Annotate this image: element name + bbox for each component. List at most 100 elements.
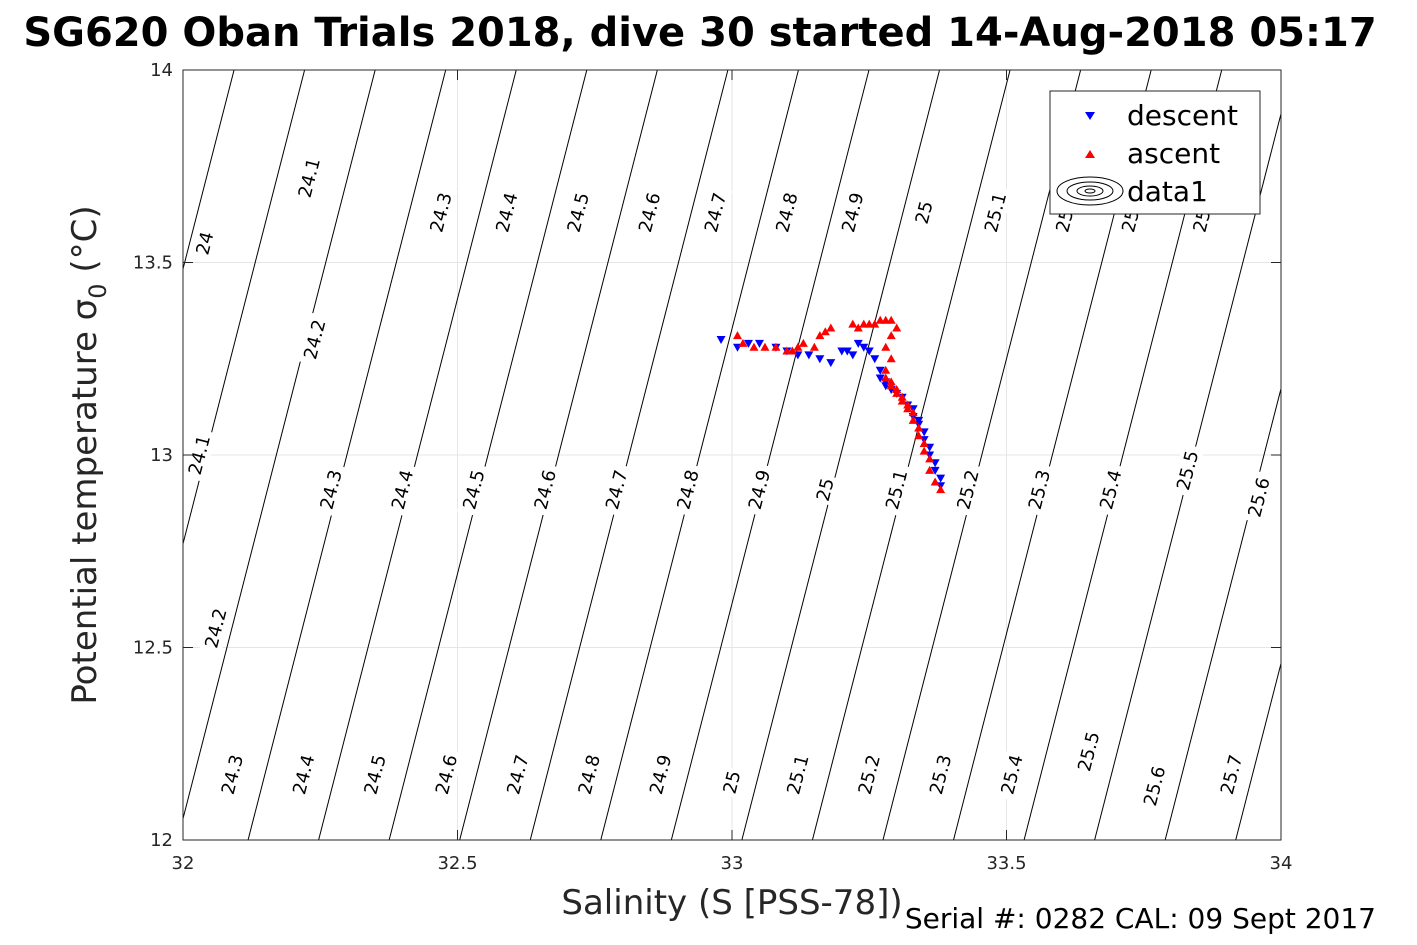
descent-point [743, 339, 753, 348]
contour-label-bg [717, 765, 747, 799]
ascent-point [853, 323, 863, 332]
descent-point [859, 343, 869, 352]
contour-label: 25.3 [1022, 462, 1057, 517]
ascent-point [919, 446, 929, 455]
svg-text:Potential temperature σ0 (°C): Potential temperature σ0 (°C) [65, 205, 112, 704]
ascent-point [881, 342, 891, 351]
contour-label-bg [501, 747, 535, 802]
contour-label-bg [297, 312, 332, 367]
contour-label-bg [835, 185, 870, 240]
y-tick-label: 12.5 [133, 638, 173, 659]
contour-label-bg [1071, 724, 1106, 779]
contour-label-bg [424, 185, 458, 240]
x-tick-label: 33.5 [986, 853, 1026, 874]
contour-label-bg [182, 428, 217, 482]
ascent-point [925, 465, 935, 474]
contour-label-bg [879, 462, 914, 517]
legend-contour-icon [1056, 176, 1124, 206]
legend: descent ascent data1 [1049, 90, 1261, 215]
ascent-point [815, 331, 825, 340]
contour-label-bg [215, 747, 250, 802]
descent-point [815, 355, 825, 364]
ascent-point [793, 342, 803, 351]
ascent-point [936, 485, 946, 494]
legend-ascent-label: ascent [1127, 137, 1220, 170]
contour-label-bg [770, 185, 804, 240]
descent-point [848, 351, 858, 360]
contour-label-bg [358, 747, 393, 802]
ascent-point [749, 342, 759, 351]
contour-label-bg [1093, 462, 1128, 517]
density-contour-line [459, 70, 658, 840]
ascent-point [892, 385, 902, 394]
density-contour-line [183, 70, 235, 271]
contour-label-bg [1137, 759, 1172, 814]
contour-label-bg [781, 747, 815, 802]
legend-box [1049, 90, 1261, 215]
descent-point [754, 339, 764, 348]
ascent-point [881, 373, 891, 382]
x-tick-label: 34 [1270, 853, 1293, 874]
descent-point [842, 347, 852, 356]
contour-label-bg [698, 185, 733, 240]
contour-label-bg [923, 747, 958, 802]
density-contour-line [247, 70, 447, 840]
contour-label-bg [852, 747, 887, 802]
density-contour-line [318, 70, 517, 840]
descent-point [853, 339, 863, 348]
descent-point [864, 347, 874, 356]
contour-label-bg [1242, 470, 1276, 525]
contour-label-bg [643, 747, 678, 802]
ascent-point [782, 346, 792, 355]
ascent-point [886, 354, 896, 363]
contour-label-bg [457, 462, 491, 517]
ascent-point [771, 342, 781, 351]
ascent-point [798, 338, 808, 347]
density-contour-line [1164, 386, 1281, 840]
x-tick-label: 33 [721, 853, 744, 874]
contour-label-bg [811, 473, 840, 506]
contour-label-bg [286, 747, 321, 802]
ascent-point [809, 342, 819, 351]
density-contour-line [882, 70, 1082, 840]
density-contour-line [183, 70, 376, 821]
ascent-point [914, 423, 924, 432]
y-tick-label: 14 [150, 60, 173, 81]
contour-label: 24.8 [770, 185, 804, 240]
ascent-point [875, 315, 885, 324]
descent-point [826, 359, 836, 368]
y-axis-label-subscript: 0 [84, 283, 112, 298]
contour-label-bg [632, 185, 667, 240]
x-tick-label: 32.5 [437, 853, 477, 874]
contour-label-bg [190, 226, 220, 260]
y-tick-label: 13 [150, 445, 173, 466]
ascent-point [908, 415, 918, 424]
ascent-point [930, 477, 940, 486]
ascent-point [859, 319, 869, 328]
ascent-point [760, 342, 770, 351]
ascent-point [820, 327, 830, 336]
ascent-point [826, 323, 836, 332]
contour-label-bg [1214, 747, 1249, 802]
contour-label-bg [1170, 443, 1205, 498]
descent-point [875, 374, 885, 383]
contour-label-bg [561, 185, 596, 240]
contour-label-bg [742, 462, 777, 517]
ascent-point [908, 408, 918, 417]
density-contour-line [1377, 70, 1417, 840]
descent-point [716, 336, 726, 344]
density-contour-line [600, 70, 799, 840]
contour-label-bg [199, 601, 233, 656]
legend-data1-label: data1 [1127, 175, 1208, 208]
descent-point [870, 355, 880, 364]
ascent-point [903, 400, 913, 409]
contour-label-bg [671, 462, 705, 517]
contour-label-bg [599, 462, 634, 517]
ascent-point [892, 323, 902, 332]
x-tick-label: 32 [172, 853, 195, 874]
ascent-point [925, 454, 935, 463]
density-contour-line [741, 70, 941, 840]
ascent-point [732, 331, 742, 340]
descent-point [936, 474, 946, 483]
